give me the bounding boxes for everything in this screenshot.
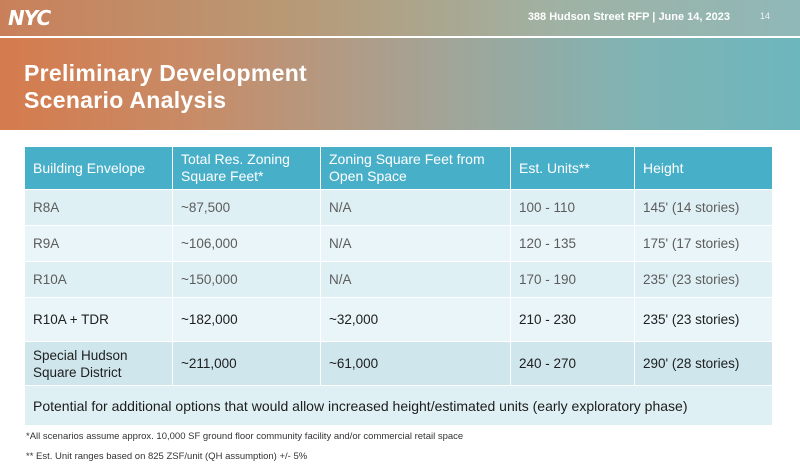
column-header: Est. Units** [510,146,635,190]
table-row: R8A ~87,500 N/A 100 - 110 145' (14 stori… [24,189,773,226]
scenario-table: Building Envelope Total Res. Zoning Squa… [24,146,773,426]
table-header-row: Building Envelope Total Res. Zoning Squa… [24,146,773,190]
table-row: R9A ~106,000 N/A 120 - 135 175' (17 stor… [24,225,773,262]
table-cell: Special Hudson Square District [24,341,173,386]
table-cell: 175' (17 stories) [634,225,773,262]
page-title: Preliminary Development Scenario Analysi… [24,60,544,114]
table-cell: 235' (23 stories) [634,297,773,342]
table-cell: 290' (28 stories) [634,341,773,386]
table-cell: R8A [24,189,173,226]
column-header: Height [634,146,773,190]
table-cell: 210 - 230 [510,297,635,342]
table-cell: N/A [320,189,511,226]
table-cell: 100 - 110 [510,189,635,226]
column-header: Building Envelope [24,146,173,190]
nyc-logo: NYC [8,6,51,30]
table-cell: N/A [320,261,511,298]
table-cell: 120 - 135 [510,225,635,262]
table-cell: R10A [24,261,173,298]
table-row: R10A ~150,000 N/A 170 - 190 235' (23 sto… [24,261,773,298]
table-note-row: Potential for additional options that wo… [24,385,773,426]
table-cell: 170 - 190 [510,261,635,298]
page-number: 14 [759,11,770,21]
table-cell: ~61,000 [320,341,511,386]
table-cell: R10A + TDR [24,297,173,342]
table-cell: ~182,000 [172,297,321,342]
table-cell: R9A [24,225,173,262]
table-cell: ~150,000 [172,261,321,298]
table-cell: ~32,000 [320,297,511,342]
footnote-scenarios: *All scenarios assume approx. 10,000 SF … [26,431,464,442]
table-cell: 235' (23 stories) [634,261,773,298]
table-note: Potential for additional options that wo… [24,385,773,426]
table-cell: 145' (14 stories) [634,189,773,226]
table-cell: 240 - 270 [510,341,635,386]
table-cell: N/A [320,225,511,262]
header-bar: NYC 388 Hudson Street RFP | June 14, 202… [0,0,800,36]
table-cell: ~211,000 [172,341,321,386]
header-meta: 388 Hudson Street RFP | June 14, 2023 [527,11,730,23]
footnote-units: ** Est. Unit ranges based on 825 ZSF/uni… [26,451,308,462]
title-line-2: Scenario Analysis [24,87,227,113]
column-header: Total Res. Zoning Square Feet* [172,146,321,190]
title-line-1: Preliminary Development [24,60,308,86]
table-cell: ~106,000 [172,225,321,262]
table-row: R10A + TDR ~182,000 ~32,000 210 - 230 23… [24,297,773,342]
column-header: Zoning Square Feet from Open Space [320,146,511,190]
title-band: Preliminary Development Scenario Analysi… [0,38,800,130]
table-cell: ~87,500 [172,189,321,226]
table-row: Special Hudson Square District ~211,000 … [24,341,773,386]
